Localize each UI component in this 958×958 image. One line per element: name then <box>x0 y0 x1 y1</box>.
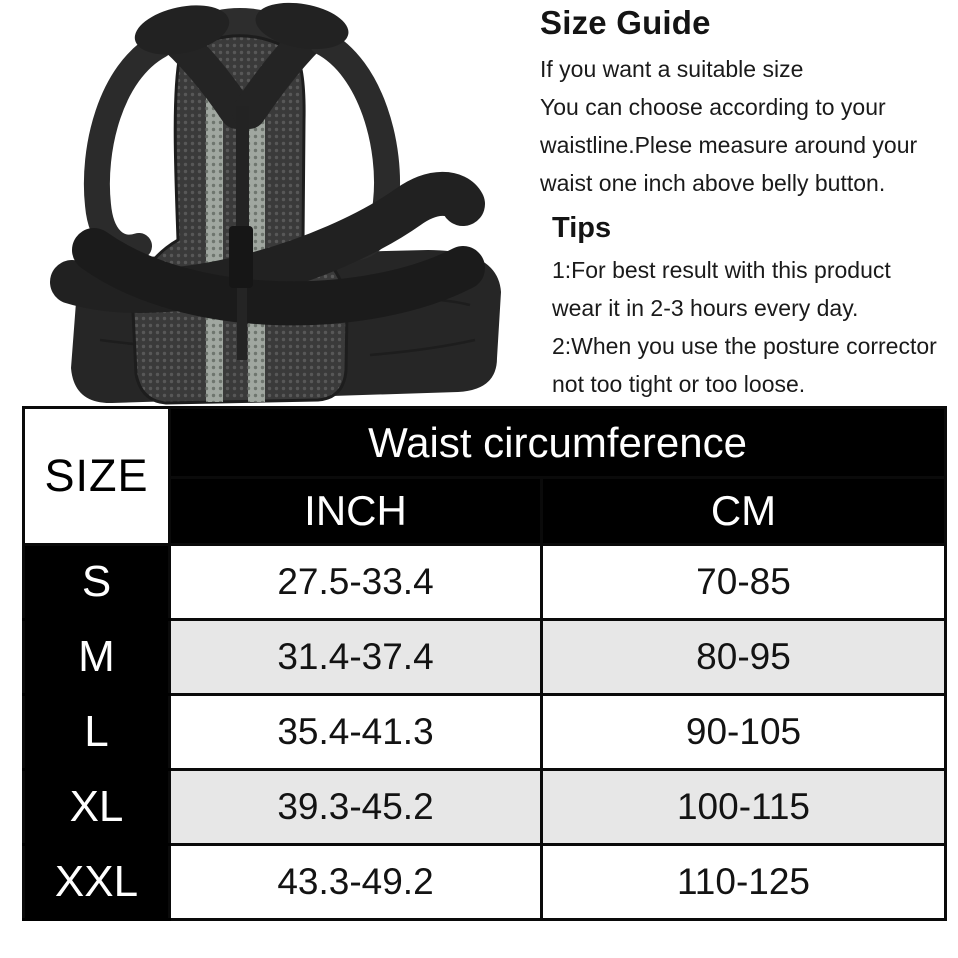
size-guide-text-line: waist one inch above belly button. <box>540 170 886 196</box>
tips-text-line: 2:When you use the posture corrector <box>552 333 937 359</box>
table-row: S 27.5-33.4 70-85 <box>22 543 947 621</box>
table-row: M 31.4-37.4 80-95 <box>22 618 947 696</box>
inch-column-header: INCH <box>168 476 543 546</box>
cm-value: 80-95 <box>540 618 947 696</box>
inch-value: 31.4-37.4 <box>168 618 543 696</box>
size-row-label: XXL <box>22 843 171 921</box>
waist-circumference-header: Waist circumference <box>168 406 947 479</box>
size-guide-section: Size Guide If you want a suitable size Y… <box>540 4 952 202</box>
tips-title: Tips <box>552 212 612 244</box>
size-guide-text-line: waistline.Plese measure around your <box>540 132 918 158</box>
size-guide-title: Size Guide <box>540 4 711 41</box>
size-row-label: M <box>22 618 171 696</box>
inch-value: 43.3-49.2 <box>168 843 543 921</box>
posture-corrector-illustration <box>50 2 501 405</box>
tips-text-line: wear it in 2-3 hours every day. <box>552 295 859 321</box>
table-header-row: SIZE Waist circumference <box>22 406 947 546</box>
size-row-label: XL <box>22 768 171 846</box>
size-column-header: SIZE <box>22 406 171 546</box>
table-subheader-row: INCH CM <box>24 476 947 546</box>
inch-value: 35.4-41.3 <box>168 693 543 771</box>
product-image <box>0 0 530 420</box>
size-row-label: L <box>22 693 171 771</box>
cm-value: 110-125 <box>540 843 947 921</box>
size-table: SIZE Waist circumference INCH CM S 27.5-… <box>22 406 947 921</box>
cm-column-header: CM <box>540 476 947 546</box>
tips-text-line: not too tight or too loose. <box>552 371 806 397</box>
cm-value: 70-85 <box>540 543 947 621</box>
inch-value: 39.3-45.2 <box>168 768 543 846</box>
size-guide-text-line: If you want a suitable size <box>540 56 804 82</box>
cm-value: 90-105 <box>540 693 947 771</box>
size-guide-text-line: You can choose according to your <box>540 94 886 120</box>
inch-value: 27.5-33.4 <box>168 543 543 621</box>
table-row: XL 39.3-45.2 100-115 <box>22 768 947 846</box>
table-row: XXL 43.3-49.2 110-125 <box>22 843 947 921</box>
tips-section: Tips 1:For best result with this product… <box>552 212 958 403</box>
size-row-label: S <box>22 543 171 621</box>
cm-value: 100-115 <box>540 768 947 846</box>
table-row: L 35.4-41.3 90-105 <box>22 693 947 771</box>
tips-text-line: 1:For best result with this product <box>552 257 891 283</box>
